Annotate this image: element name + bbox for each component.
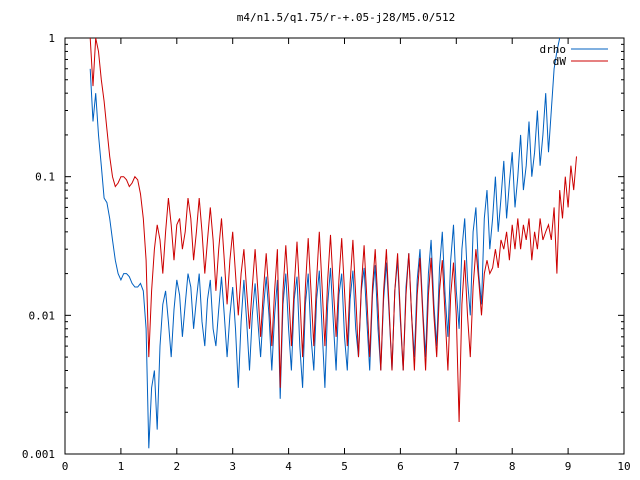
series-layer <box>89 37 577 449</box>
x-tick-label: 6 <box>397 460 404 473</box>
plot-frame <box>64 37 625 455</box>
y-tick-label: 0.001 <box>22 448 55 461</box>
y-tick-label: 1 <box>48 32 55 45</box>
series-line-dW <box>89 37 577 423</box>
x-tick-label: 3 <box>229 460 236 473</box>
x-tick-label: 8 <box>509 460 516 473</box>
chart-title: m4/n1.5/q1.75/r-+.05-j28/M5.0/512 <box>237 11 456 24</box>
legend-label-dW: dW <box>553 55 567 68</box>
x-tick-label: 1 <box>118 460 125 473</box>
x-tick-label: 10 <box>617 460 630 473</box>
x-tick-label: 5 <box>341 460 348 473</box>
legend-label-drho: drho <box>540 43 567 56</box>
x-tick-label: 4 <box>285 460 292 473</box>
x-tick-label: 2 <box>173 460 180 473</box>
series-line-drho <box>89 37 561 449</box>
x-tick-label: 7 <box>453 460 460 473</box>
y-tick-label: 0.1 <box>35 171 55 184</box>
x-tick-label: 0 <box>62 460 69 473</box>
y-tick-label: 0.01 <box>29 309 56 322</box>
axis-ticks: 0 1 2 3 4 5 6 7 8 9 10 1 0.1 0.01 0.001 <box>22 32 631 473</box>
x-tick-label: 9 <box>565 460 572 473</box>
